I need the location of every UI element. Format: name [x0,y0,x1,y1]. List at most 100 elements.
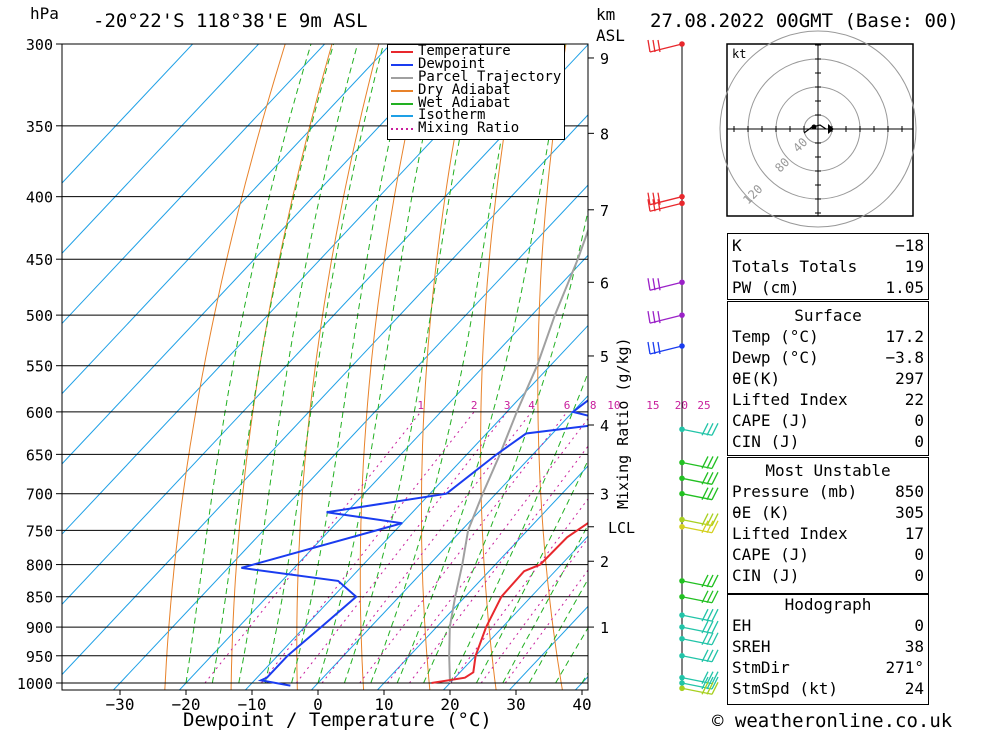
mixing-ratio-line [386,417,588,684]
index-value: 0 [914,545,924,564]
pressure-tick-label: 500 [26,307,53,325]
wind-barb-flag [657,39,661,53]
dewpoint-line [241,399,588,687]
legend-item: Mixing Ratio [388,121,564,135]
pressure-tick-label: 400 [26,189,53,207]
index-label: Pressure (mb) [732,482,858,501]
hodograph-unit-label: kt [732,47,746,61]
index-value: 297 [895,369,924,388]
pressure-tick-label: 800 [26,557,53,575]
wind-barb-flag [706,520,714,534]
general-index-box [727,233,929,300]
isotherm-line [112,184,588,690]
wind-barb-flag [657,278,661,291]
most-unstable-title: Most Unstable [765,461,891,480]
index-label: θE (K) [732,503,790,522]
pressure-tick-label: 1000 [17,675,53,693]
mixing-ratio-label: 1 [417,399,424,412]
x-tick-label: −30 [106,695,135,714]
wind-barb-flag [706,676,714,690]
isotherm-line [178,254,588,690]
wind-barb-flag [701,456,709,469]
wind-barb-flag [711,676,719,690]
wind-barb-flag [711,574,719,588]
index-row: Dewp (°C) −3.8 [728,347,928,368]
wind-barb-flag [711,513,719,526]
hodograph-index-table: Hodograph EH 0 SREH 38 StmDir 271° StmSpd (kt)… [728,594,928,699]
temperature-line [431,521,588,684]
index-label: CIN (J) [732,432,800,451]
index-row: θE (K) 305 [728,502,928,523]
isotherm-line [62,44,392,395]
legend-item: Wet Adiabat [388,94,564,111]
hodograph-ring [719,30,917,228]
isotherm-line [62,114,588,676]
mixing-ratio-line [480,537,588,684]
index-row: K −18 [728,235,928,256]
mixing-ratio-label: 6 [564,399,571,412]
wind-barb-flag [711,472,719,485]
legend-swatch [391,76,413,79]
wind-barb-flag [647,39,651,53]
wind-barb-flag [701,574,709,588]
legend-label: Wet Adiabat [418,94,511,111]
wind-barb-flag [701,676,709,690]
pressure-tick-label: 900 [26,619,53,637]
km-tick-label: 7 [600,202,609,220]
mixing-ratio-axis-label: Mixing Ratio (g/kg) [614,337,632,509]
wet-adiabat-line [423,208,588,684]
mixing-ratio-line [295,411,508,684]
mixing-ratio-label: 15 [646,399,659,412]
wind-barb-flag [706,487,714,500]
index-label: SREH [732,637,771,656]
general-index-table: K −18 Totals Totals 19 PW (cm) 1.05 [728,235,928,298]
wet-adiabat-line [449,371,588,684]
isotherm-line [310,395,588,690]
wind-barb-flag [706,513,714,526]
index-label: StmDir [732,658,790,677]
mixing-ratio-line [204,411,422,684]
isotherm-line [62,44,260,254]
index-row: CIN (J) 0 [728,565,928,586]
index-row: Lifted Index 22 [728,389,928,410]
wind-barb-flag [657,199,661,212]
x-tick-label: 30 [506,695,525,714]
mixing-ratio-line [450,498,588,684]
dry-adiabat-line [296,44,380,690]
index-row: CAPE (J) 0 [728,544,928,565]
mixing-ratio-line [409,445,588,684]
km-tick-label: 6 [600,274,609,292]
wet-adiabat-line [343,44,479,684]
mixing-ratio-label: 4 [528,399,535,412]
index-value: 17.2 [885,327,924,346]
index-row: StmDir 271° [728,657,928,678]
wind-barb-flag [647,192,651,205]
index-value: 24 [904,679,924,698]
km-tick-label: 4 [600,417,609,435]
legend-item: Parcel Trajectory [388,70,564,84]
legend-swatch [391,128,413,131]
wet-adiabat-line [185,44,312,684]
index-row: CAPE (J) 0 [728,410,928,431]
index-row: Temp (°C) 17.2 [728,326,928,347]
plot-frame [61,43,589,691]
index-value: 22 [904,390,924,409]
legend-label: Dry Adiabat [418,81,511,98]
hodograph-point [811,124,817,130]
wind-barb-flag [711,608,719,622]
hodograph-index-box [727,594,929,705]
wind-barb-flag [711,620,719,634]
wind-barb-flag [706,422,714,436]
wind-barb-flag [657,192,661,205]
km-tick-label: 5 [600,348,609,366]
wind-barb-flag [706,632,714,646]
index-label: Lifted Index [732,390,848,409]
wind-barb-flag [711,590,719,604]
index-value: 1.05 [885,278,924,297]
x-tick-label: −20 [172,695,201,714]
surface-table: Surface Temp (°C) 17.2 Dewp (°C) −3.8 θE(K) 2… [728,305,928,452]
index-row: SREH 38 [728,636,928,657]
most-unstable-table: Most Unstable Pressure (mb) 850 θE (K) 305 L… [728,460,928,586]
wind-barb-flag [706,681,714,695]
wind-barb-flag [706,608,714,622]
